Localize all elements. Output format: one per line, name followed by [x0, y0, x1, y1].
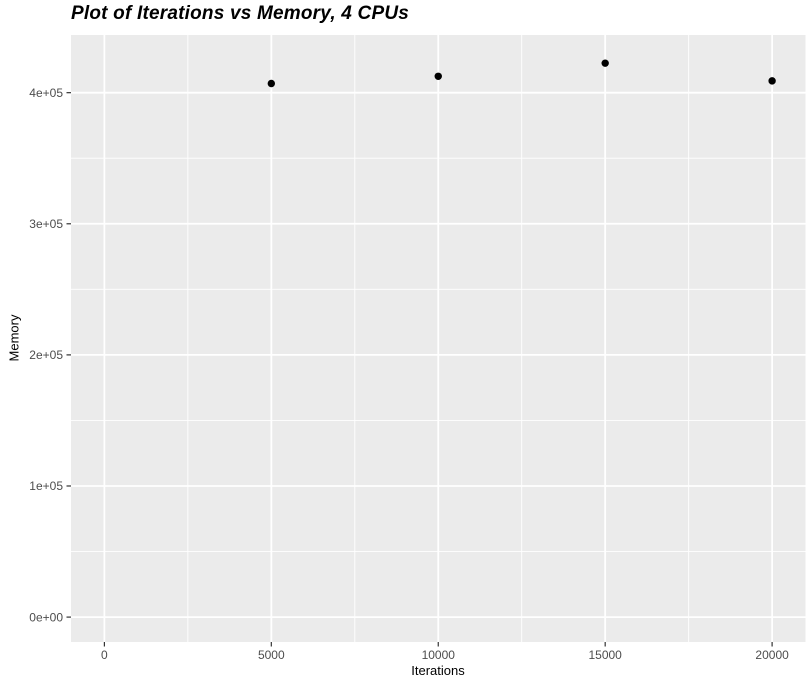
y-tick-label: 2e+05 [29, 348, 63, 362]
y-tick-label: 0e+00 [29, 610, 63, 624]
data-point [267, 79, 276, 88]
y-axis-title: Memory [6, 314, 22, 362]
y-tick-label: 4e+05 [29, 86, 63, 100]
plot-title: Plot of Iterations vs Memory, 4 CPUs [71, 3, 410, 24]
data-point [434, 72, 442, 80]
x-tick-label: 15000 [588, 648, 622, 662]
x-tick-label: 0 [101, 648, 108, 662]
data-point [601, 59, 609, 67]
y-tick-label: 3e+05 [29, 217, 63, 231]
x-tick-label: 5000 [258, 648, 285, 662]
y-tick-label: 1e+05 [29, 479, 63, 493]
x-axis-title: Iterations [411, 663, 465, 678]
data-point [768, 77, 776, 85]
x-tick-label: 10000 [422, 648, 456, 662]
x-tick-label: 20000 [755, 648, 789, 662]
